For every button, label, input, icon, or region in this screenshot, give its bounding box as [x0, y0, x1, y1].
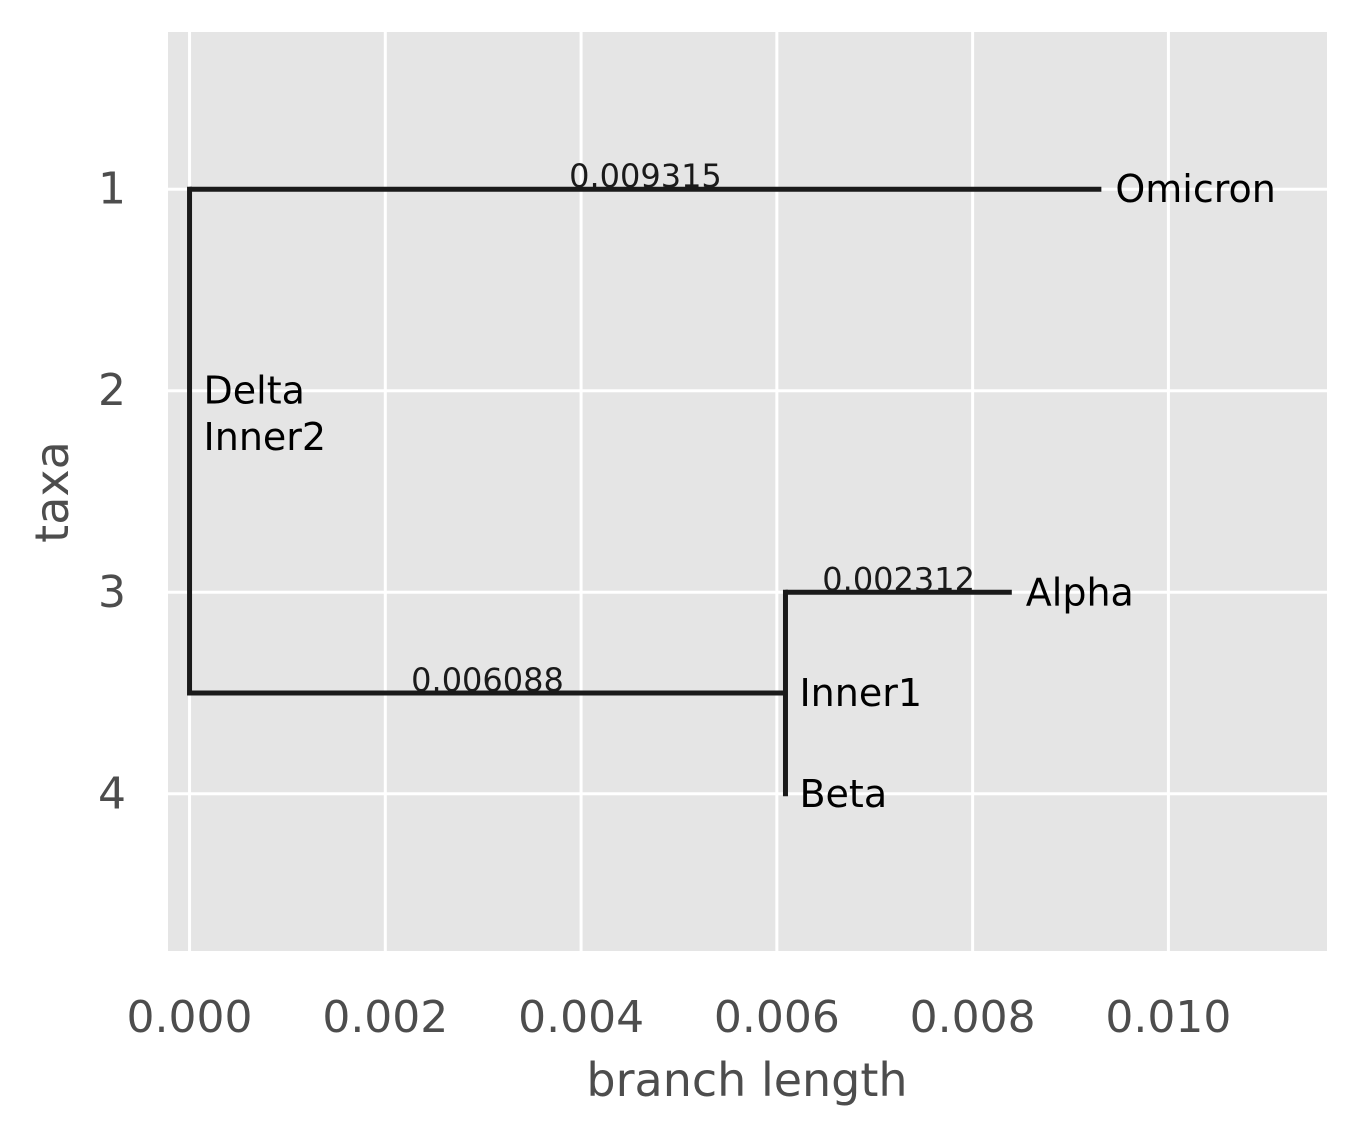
taxon-label-omicron: Omicron — [1115, 167, 1276, 211]
x-tick-label-5: 0.010 — [1105, 992, 1231, 1043]
x-tick-label-4: 0.008 — [910, 992, 1036, 1043]
y-axis-title: taxa — [25, 441, 79, 543]
x-tick-label-1: 0.002 — [322, 992, 448, 1043]
taxon-label-delta: Delta — [204, 369, 305, 413]
x-tick-labels: 0.000 0.002 0.004 0.006 0.008 0.010 — [127, 992, 1232, 1043]
y-tick-label-0: 1 — [98, 164, 126, 215]
y-tick-labels: 1 2 3 4 — [98, 164, 126, 820]
branch-label-inner1: 0.006088 — [411, 661, 564, 699]
y-tick-label-3: 4 — [98, 768, 126, 819]
branch-label-alpha: 0.002312 — [822, 560, 975, 598]
branch-label-omicron: 0.009315 — [569, 157, 722, 195]
plot-panel — [168, 32, 1327, 951]
tree-branches — [189, 186, 1102, 696]
y-tick-label-2: 3 — [98, 567, 126, 618]
x-axis-title: branch length — [586, 1053, 907, 1107]
grid-lines — [168, 32, 1327, 951]
x-tick-label-3: 0.006 — [714, 992, 840, 1043]
taxon-label-alpha: Alpha — [1026, 570, 1134, 614]
branch-length-labels: 0.009315 0.006088 0.002312 — [411, 157, 975, 699]
y-tick-label-1: 2 — [98, 365, 126, 416]
x-tick-label-2: 0.004 — [518, 992, 644, 1043]
taxon-label-beta: Beta — [799, 772, 887, 816]
x-tick-label-0: 0.000 — [127, 992, 253, 1043]
taxon-label-inner2: Inner2 — [204, 415, 327, 459]
taxon-label-inner1: Inner1 — [799, 671, 922, 715]
